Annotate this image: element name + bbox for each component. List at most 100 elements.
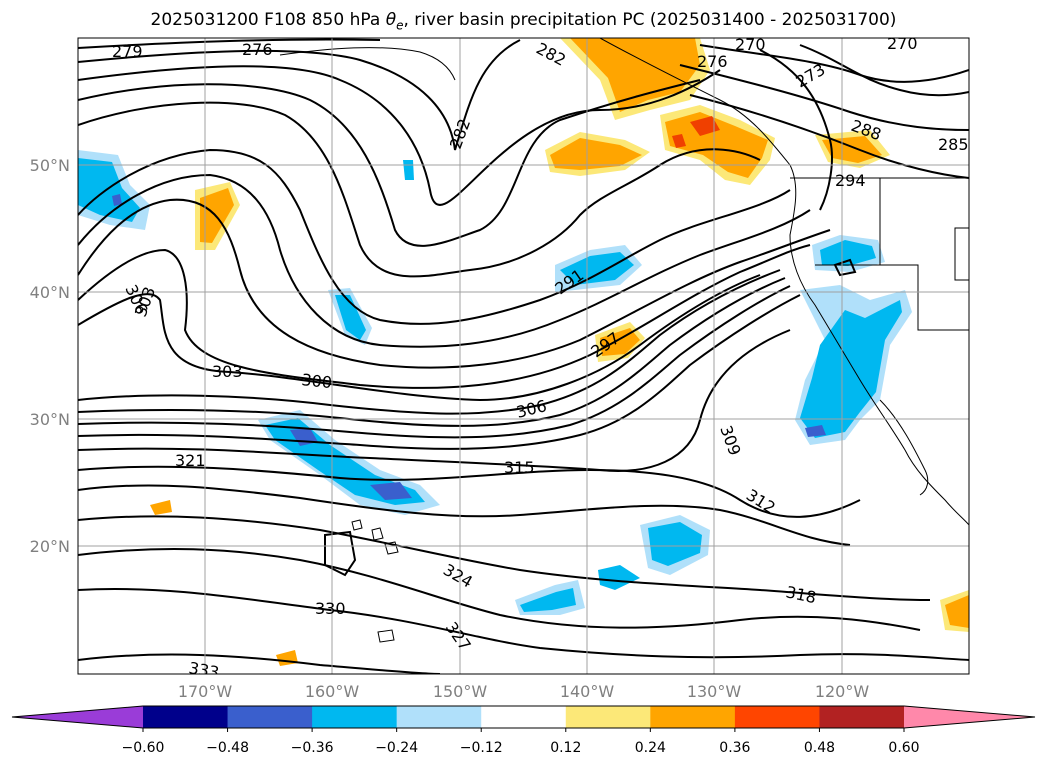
lon-label: 170°W bbox=[178, 682, 233, 701]
lon-label: 150°W bbox=[433, 682, 488, 701]
contour-line bbox=[78, 79, 701, 247]
contour-line bbox=[324, 530, 357, 577]
state-border bbox=[954, 227, 969, 281]
colorbar-segment bbox=[819, 706, 905, 728]
contour-line bbox=[78, 148, 791, 325]
lon-label: 120°W bbox=[815, 682, 870, 701]
contour-label: 330 bbox=[315, 599, 346, 618]
coastlines bbox=[279, 38, 969, 643]
contour-line bbox=[78, 285, 791, 439]
lat-label: 50°N bbox=[30, 156, 70, 175]
contour-label: 315 bbox=[504, 458, 535, 477]
colorbar-tick-label: −0.12 bbox=[460, 740, 503, 756]
colorbar: −0.60 −0.48 −0.36 −0.24 −0.12 0.12 0.24 0.36 0.4… bbox=[11, 705, 1036, 756]
colorbar-segment bbox=[312, 706, 398, 728]
contour-label: 270 bbox=[735, 35, 766, 54]
plot-title: 2025031200 F108 850 hPa θe, river basin … bbox=[0, 10, 1047, 32]
contour-line bbox=[78, 39, 521, 151]
contour-line bbox=[689, 94, 969, 179]
neg-anomaly-strong bbox=[805, 425, 826, 437]
theta-e-contours bbox=[78, 38, 969, 674]
neg-anomaly-mid bbox=[648, 522, 702, 566]
contour-label: 333 bbox=[187, 658, 220, 682]
longitude-labels: 170°W 160°W 150°W 140°W 130°W 120°W bbox=[178, 682, 870, 701]
pos-anomaly-mid bbox=[550, 138, 642, 170]
colorbar-segment bbox=[396, 706, 482, 728]
contour-line bbox=[78, 588, 969, 661]
neg-anomaly-mid bbox=[598, 565, 640, 590]
colorbar-segment bbox=[143, 706, 229, 728]
contour-label: 276 bbox=[242, 40, 273, 59]
contour-line bbox=[78, 274, 761, 402]
contour-line bbox=[78, 269, 781, 415]
contour-line bbox=[78, 329, 791, 472]
colorbar-segment bbox=[227, 706, 313, 728]
contour-label: 276 bbox=[697, 52, 728, 71]
contour-line bbox=[78, 465, 861, 518]
contour-line bbox=[833, 258, 857, 277]
title-subscript: e bbox=[396, 18, 404, 33]
contour-label: 300 bbox=[301, 370, 333, 392]
contour-line bbox=[799, 44, 969, 97]
contour-line bbox=[78, 515, 931, 601]
neg-anomaly-mid bbox=[800, 300, 902, 438]
lon-label: 140°W bbox=[560, 682, 615, 701]
colorbar-tick-label: 0.48 bbox=[804, 740, 835, 756]
contour-label: 294 bbox=[835, 171, 866, 190]
coastline-baja bbox=[879, 399, 929, 496]
coastline-alaska bbox=[279, 47, 456, 81]
contour-label: 303 bbox=[212, 362, 243, 381]
neg-anomaly-mid bbox=[820, 240, 876, 266]
lat-label: 40°N bbox=[30, 283, 70, 302]
title-suffix: , river basin precipitation PC (20250314… bbox=[403, 10, 897, 30]
colorbar-tick-label: −0.36 bbox=[291, 740, 334, 756]
hawaii-islands bbox=[351, 519, 399, 643]
contour-label: 321 bbox=[175, 451, 206, 470]
lon-label: 130°W bbox=[687, 682, 742, 701]
contour-line bbox=[78, 65, 721, 206]
pos-anomaly-strong bbox=[690, 116, 720, 136]
colorbar-tick-label: 0.60 bbox=[888, 740, 919, 756]
graticule bbox=[78, 38, 969, 674]
precip-strong bbox=[112, 116, 826, 500]
contour-label: 270 bbox=[887, 34, 918, 53]
pos-anomaly-mid bbox=[822, 136, 882, 163]
lat-label: 30°N bbox=[30, 410, 70, 429]
contour-line bbox=[78, 244, 811, 389]
colorbar-segment bbox=[481, 706, 567, 728]
contour-label: 285 bbox=[938, 135, 969, 154]
contour-line bbox=[679, 64, 969, 131]
contour-line bbox=[78, 198, 831, 369]
contour-line bbox=[78, 547, 921, 631]
neg-anomaly-mid bbox=[78, 158, 140, 222]
title-symbol: θ bbox=[385, 10, 397, 30]
colorbar-tick-label: 0.36 bbox=[719, 740, 750, 756]
colorbar-tick-label: 0.24 bbox=[635, 740, 666, 756]
neg-anomaly-mid bbox=[520, 588, 576, 612]
contour-line bbox=[78, 294, 801, 450]
neg-anomaly-mid bbox=[560, 252, 634, 285]
contour-line bbox=[78, 653, 441, 674]
neg-anomaly-strong bbox=[112, 194, 122, 206]
colorbar-segment bbox=[650, 706, 736, 728]
contour-line bbox=[78, 38, 381, 49]
pos-anomaly-mid bbox=[200, 188, 234, 243]
contour-line bbox=[78, 173, 811, 348]
contour-line bbox=[78, 101, 761, 278]
colorbar-segment bbox=[565, 706, 651, 728]
title-prefix: 2025031200 F108 850 hPa bbox=[150, 10, 386, 30]
pos-anomaly-mid bbox=[150, 500, 172, 515]
pos-anomaly-mid bbox=[570, 38, 700, 112]
colorbar-segment bbox=[734, 706, 820, 728]
colorbar-extend-max bbox=[904, 706, 1035, 728]
coastline-north-america bbox=[599, 38, 969, 526]
latitude-labels: 50°N 40°N 30°N 20°N bbox=[30, 156, 70, 556]
colorbar-tick-label: 0.12 bbox=[550, 740, 581, 756]
contour-label: 279 bbox=[112, 42, 143, 61]
pos-anomaly-strong bbox=[672, 134, 686, 148]
state-border bbox=[879, 178, 969, 331]
colorbar-tick-label: −0.48 bbox=[206, 740, 249, 756]
contour-line bbox=[78, 484, 851, 546]
contour-line bbox=[759, 49, 833, 211]
